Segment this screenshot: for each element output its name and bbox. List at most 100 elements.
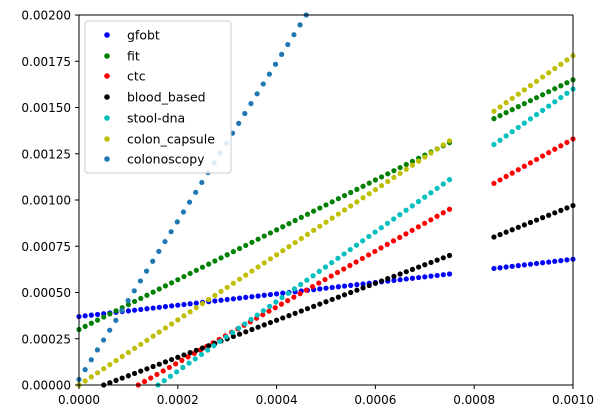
point-colonoscopy — [100, 337, 107, 343]
point-colon-capsule — [317, 223, 323, 229]
point-colonoscopy — [125, 298, 131, 304]
point-colon-capsule — [181, 313, 187, 319]
point-ctc — [397, 234, 403, 240]
point-ctc — [148, 375, 154, 381]
y-tick-label: 0.00125 — [21, 147, 71, 161]
point-colon-capsule — [378, 182, 385, 189]
point-gfobt — [82, 313, 88, 319]
point-gfobt — [317, 286, 323, 292]
point-stool-dna — [491, 141, 497, 148]
point-colon-capsule — [385, 178, 391, 185]
point-stool-dna — [205, 347, 211, 353]
point-colonoscopy — [174, 219, 180, 225]
point-stool-dna — [167, 373, 174, 379]
point-blood-based — [428, 259, 434, 266]
point-colon-capsule — [366, 191, 372, 197]
point-colonoscopy — [180, 209, 187, 215]
point-fit — [212, 258, 218, 264]
point-colonoscopy — [107, 327, 113, 333]
point-gfobt — [409, 275, 416, 281]
point-gfobt — [125, 308, 131, 314]
point-stool-dna — [291, 286, 298, 292]
point-ctc — [546, 150, 552, 156]
point-colon-capsule — [446, 138, 453, 144]
point-blood-based — [366, 282, 372, 289]
point-colon-capsule — [156, 329, 162, 335]
point-blood-based — [125, 373, 131, 379]
point-colon-capsule — [540, 74, 546, 80]
point-colon-capsule — [119, 353, 125, 360]
point-blood-based — [354, 287, 360, 293]
point-colon-capsule — [527, 82, 534, 89]
point-gfobt — [341, 283, 348, 289]
point-colon-capsule — [558, 61, 564, 67]
point-colon-capsule — [329, 215, 335, 221]
point-stool-dna — [310, 273, 316, 279]
point-blood-based — [131, 370, 138, 377]
point-stool-dna — [397, 212, 403, 218]
point-colon-capsule — [199, 301, 206, 307]
point-colonoscopy — [82, 367, 88, 373]
point-stool-dna — [558, 94, 564, 101]
point-fit — [169, 280, 175, 286]
point-fit — [131, 298, 138, 305]
point-fit — [236, 245, 243, 252]
point-fit — [527, 98, 534, 104]
point-fit — [286, 221, 292, 227]
point-ctc — [334, 269, 341, 276]
point-blood-based — [434, 257, 440, 263]
point-gfobt — [335, 284, 341, 290]
point-fit — [397, 164, 403, 171]
point-fit — [360, 183, 366, 189]
point-fit — [509, 107, 515, 113]
point-stool-dna — [540, 107, 546, 113]
point-fit — [515, 104, 521, 110]
point-ctc — [341, 266, 347, 272]
point-ctc — [533, 156, 540, 163]
point-gfobt — [249, 294, 255, 300]
point-gfobt — [360, 281, 366, 287]
point-blood-based — [138, 368, 144, 374]
point-fit — [533, 95, 540, 101]
point-colon-capsule — [150, 333, 156, 339]
point-stool-dna — [192, 356, 198, 362]
point-colon-capsule — [274, 252, 280, 258]
point-gfobt — [94, 311, 101, 318]
point-fit — [144, 292, 150, 298]
point-colon-capsule — [409, 162, 416, 168]
point-colonoscopy — [291, 32, 297, 38]
point-stool-dna — [428, 190, 434, 196]
point-colon-capsule — [218, 288, 224, 294]
point-blood-based — [304, 306, 311, 312]
point-fit — [354, 186, 360, 192]
point-colonoscopy — [186, 199, 193, 205]
point-colon-capsule — [546, 70, 552, 76]
point-blood-based — [397, 271, 403, 277]
point-blood-based — [378, 278, 385, 284]
point-colonoscopy — [260, 81, 266, 87]
point-stool-dna — [415, 198, 422, 205]
point-blood-based — [107, 380, 113, 386]
point-gfobt — [280, 290, 286, 296]
point-colon-capsule — [169, 321, 175, 327]
legend-marker-colon-capsule — [104, 136, 110, 142]
point-colon-capsule — [397, 170, 403, 176]
point-gfobt — [354, 282, 360, 288]
point-stool-dna — [161, 378, 167, 384]
point-fit — [224, 252, 230, 258]
point-ctc — [552, 146, 558, 152]
point-gfobt — [255, 293, 261, 299]
point-colon-capsule — [243, 272, 249, 278]
point-fit — [101, 314, 107, 320]
point-fit — [335, 196, 341, 202]
point-ctc — [316, 280, 322, 286]
point-gfobt — [243, 294, 249, 300]
point-fit — [274, 227, 280, 233]
point-colon-capsule — [138, 341, 144, 347]
point-ctc — [309, 283, 316, 290]
point-ctc — [515, 167, 521, 173]
legend-marker-colonoscopy — [104, 156, 110, 162]
point-gfobt — [558, 258, 564, 264]
point-stool-dna — [384, 220, 391, 226]
